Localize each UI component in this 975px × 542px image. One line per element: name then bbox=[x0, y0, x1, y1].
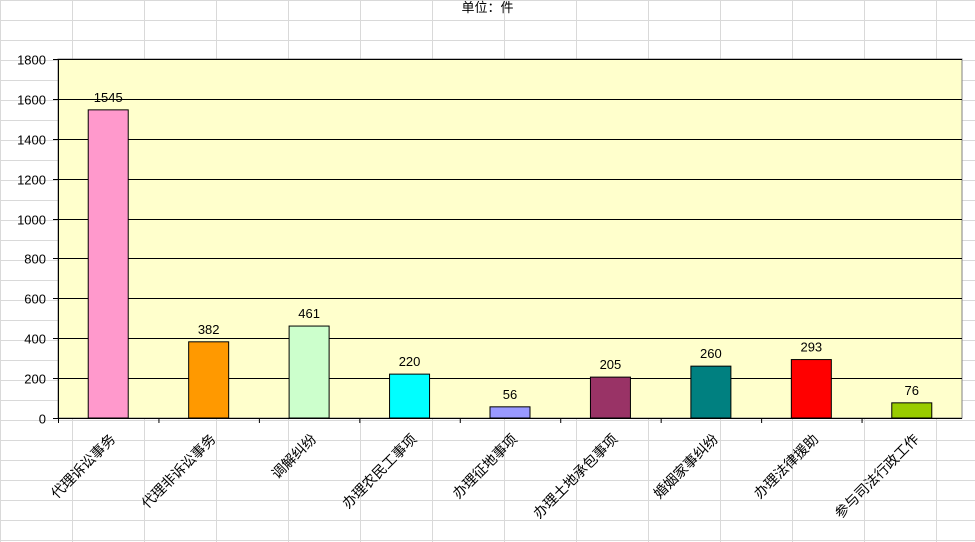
data-label: 461 bbox=[298, 306, 320, 321]
data-label: 220 bbox=[399, 354, 421, 369]
data-label: 293 bbox=[800, 340, 822, 355]
bar bbox=[790, 359, 832, 419]
data-label: 382 bbox=[198, 322, 220, 337]
y-tick-label: 200 bbox=[24, 372, 46, 387]
x-tick-label: 办理征地事项 bbox=[450, 432, 521, 503]
y-tick-label: 1000 bbox=[17, 213, 46, 228]
bar bbox=[188, 341, 230, 419]
x-tick-label: 代理非诉讼事务 bbox=[139, 432, 220, 513]
bar bbox=[288, 325, 330, 419]
x-tick-label: 办理土地承包事项 bbox=[531, 432, 622, 523]
bar bbox=[489, 406, 531, 419]
data-label: 1545 bbox=[94, 90, 123, 105]
y-tick-label: 1400 bbox=[17, 133, 46, 148]
y-tick-label: 0 bbox=[39, 412, 46, 427]
y-tick-label: 1600 bbox=[17, 93, 46, 108]
data-label: 260 bbox=[700, 346, 722, 361]
y-tick-label: 800 bbox=[24, 252, 46, 267]
x-tick-label: 参与司法行政工作 bbox=[831, 431, 922, 522]
x-tick-label: 婚姻家事纠纷 bbox=[650, 431, 721, 502]
bar bbox=[690, 365, 732, 419]
chart-title: 单位：件 bbox=[461, 1, 514, 16]
x-tick-label: 办理农民工事项 bbox=[340, 432, 421, 513]
bar bbox=[589, 376, 631, 419]
data-label: 205 bbox=[600, 357, 622, 372]
y-tick-label: 1200 bbox=[17, 173, 46, 188]
bar bbox=[891, 402, 933, 419]
bar bbox=[87, 109, 129, 419]
bar bbox=[389, 373, 431, 419]
x-tick-label: 调解纠纷 bbox=[269, 432, 320, 483]
x-tick-label: 代理诉讼事务 bbox=[48, 432, 119, 503]
data-label: 76 bbox=[905, 383, 919, 398]
x-tick-label: 办理法律援助 bbox=[751, 432, 822, 503]
y-tick-label: 1800 bbox=[17, 53, 46, 68]
data-label: 56 bbox=[503, 387, 517, 402]
y-tick-label: 400 bbox=[24, 332, 46, 347]
y-tick-label: 600 bbox=[24, 292, 46, 307]
